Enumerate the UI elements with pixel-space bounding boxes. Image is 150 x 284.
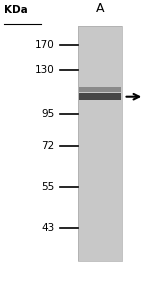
Text: A: A — [96, 3, 104, 15]
Bar — [78, 26, 122, 261]
Text: 170: 170 — [35, 40, 54, 51]
Text: 72: 72 — [41, 141, 54, 151]
Text: 95: 95 — [41, 108, 54, 119]
Bar — [79, 93, 121, 100]
Bar — [78, 26, 122, 261]
Text: 55: 55 — [41, 182, 54, 192]
Text: 43: 43 — [41, 223, 54, 233]
Bar — [79, 87, 121, 92]
Text: KDa: KDa — [4, 5, 28, 15]
Text: 130: 130 — [35, 65, 54, 75]
